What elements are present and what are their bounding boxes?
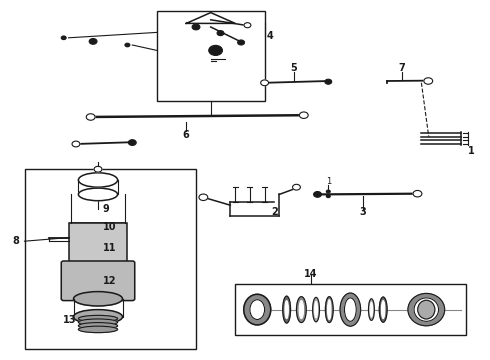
Circle shape bbox=[424, 78, 433, 84]
Text: 1: 1 bbox=[468, 146, 475, 156]
Ellipse shape bbox=[315, 302, 318, 318]
Text: 13: 13 bbox=[62, 315, 76, 325]
Circle shape bbox=[413, 190, 422, 197]
Text: 2: 2 bbox=[271, 207, 278, 217]
Circle shape bbox=[244, 23, 251, 28]
Circle shape bbox=[192, 24, 200, 30]
Ellipse shape bbox=[78, 319, 118, 325]
Ellipse shape bbox=[250, 300, 265, 320]
FancyBboxPatch shape bbox=[61, 261, 135, 301]
Ellipse shape bbox=[283, 296, 291, 323]
Bar bbox=[69, 223, 127, 270]
Text: 7: 7 bbox=[398, 63, 405, 73]
Bar bbox=[24, 169, 196, 349]
Text: 9: 9 bbox=[103, 204, 110, 214]
Circle shape bbox=[89, 39, 97, 44]
Text: 5: 5 bbox=[291, 63, 297, 73]
Circle shape bbox=[199, 194, 208, 201]
Ellipse shape bbox=[74, 310, 122, 324]
Ellipse shape bbox=[417, 300, 435, 319]
Ellipse shape bbox=[296, 297, 306, 323]
Ellipse shape bbox=[328, 300, 331, 320]
Ellipse shape bbox=[340, 293, 361, 326]
Ellipse shape bbox=[325, 297, 333, 323]
Ellipse shape bbox=[285, 301, 288, 319]
Circle shape bbox=[86, 114, 95, 120]
Text: 1: 1 bbox=[326, 177, 331, 186]
Ellipse shape bbox=[78, 315, 118, 322]
Circle shape bbox=[61, 36, 66, 40]
Text: 4: 4 bbox=[267, 31, 274, 41]
Circle shape bbox=[299, 112, 308, 118]
Ellipse shape bbox=[368, 299, 374, 320]
Bar bbox=[235, 284, 466, 335]
Ellipse shape bbox=[74, 292, 122, 306]
Ellipse shape bbox=[78, 188, 118, 201]
Ellipse shape bbox=[370, 302, 373, 317]
Ellipse shape bbox=[299, 301, 303, 319]
Ellipse shape bbox=[244, 294, 271, 325]
Ellipse shape bbox=[382, 301, 385, 319]
Ellipse shape bbox=[78, 323, 118, 329]
Circle shape bbox=[261, 80, 269, 86]
Circle shape bbox=[326, 190, 330, 193]
Text: 3: 3 bbox=[359, 207, 366, 217]
Ellipse shape bbox=[379, 297, 387, 322]
Ellipse shape bbox=[344, 298, 356, 321]
Text: 12: 12 bbox=[103, 276, 117, 286]
Circle shape bbox=[238, 40, 245, 45]
Bar bbox=[157, 11, 265, 101]
Circle shape bbox=[293, 184, 300, 190]
Ellipse shape bbox=[78, 326, 118, 333]
Circle shape bbox=[314, 192, 321, 197]
Circle shape bbox=[125, 43, 130, 47]
Text: 8: 8 bbox=[13, 236, 20, 246]
Circle shape bbox=[209, 45, 222, 55]
Circle shape bbox=[325, 79, 332, 84]
Circle shape bbox=[94, 166, 102, 172]
Ellipse shape bbox=[414, 298, 439, 321]
Circle shape bbox=[326, 195, 330, 198]
Ellipse shape bbox=[408, 293, 445, 326]
Ellipse shape bbox=[78, 173, 118, 187]
Circle shape bbox=[217, 31, 224, 36]
Text: 11: 11 bbox=[103, 243, 117, 253]
Text: 14: 14 bbox=[304, 269, 318, 279]
Ellipse shape bbox=[313, 297, 319, 322]
Circle shape bbox=[128, 140, 136, 145]
Circle shape bbox=[72, 141, 80, 147]
Bar bbox=[71, 223, 125, 252]
Text: 6: 6 bbox=[183, 130, 190, 140]
Text: 10: 10 bbox=[103, 222, 117, 232]
